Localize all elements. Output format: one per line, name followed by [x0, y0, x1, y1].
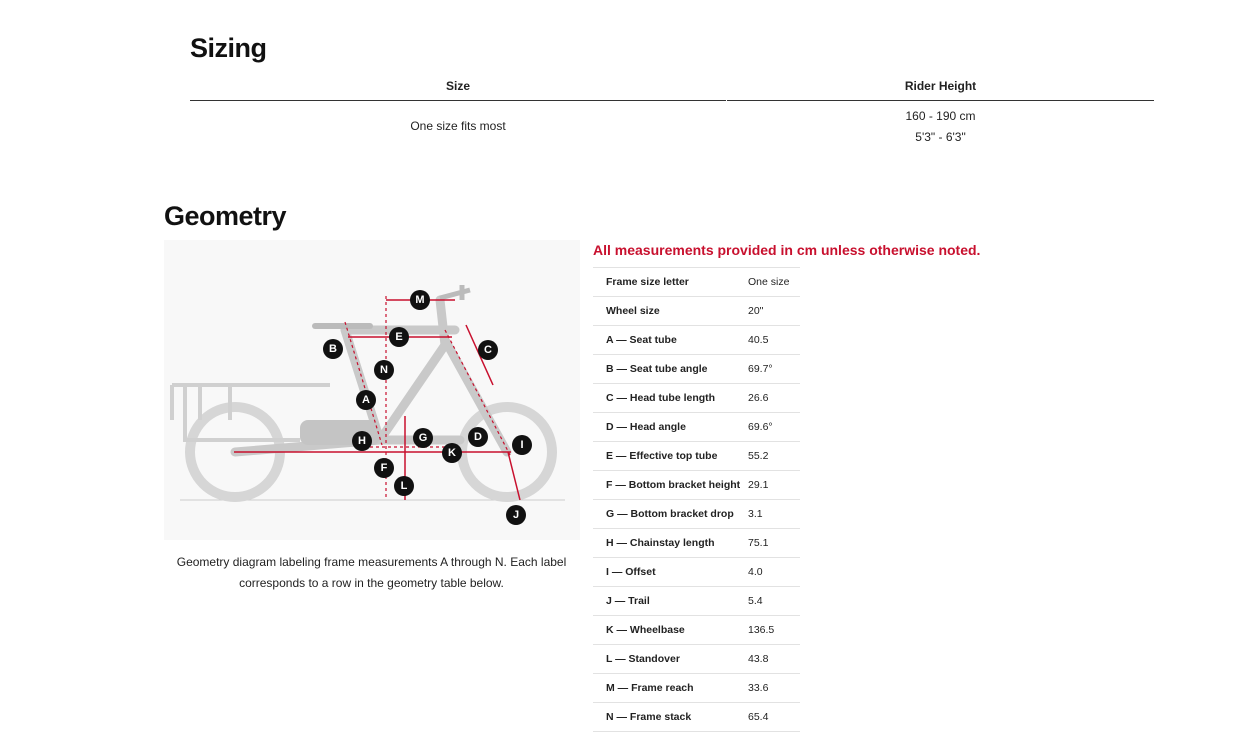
- table-row: C — Head tube length 26.6: [593, 384, 800, 413]
- diagram-label: A: [362, 394, 370, 406]
- diagram-label: J: [513, 509, 519, 521]
- table-cell: 5'3" - 6'3": [915, 130, 966, 144]
- row-value: 3.1: [748, 508, 763, 520]
- label-badge: [374, 360, 394, 380]
- row-label: Wheel size: [606, 305, 660, 317]
- diagram-label: M: [415, 294, 424, 306]
- label-badge: [410, 290, 430, 310]
- row-value: 5.4: [748, 595, 763, 607]
- row-value: 55.2: [748, 450, 769, 462]
- caption: Geometry diagram labeling frame measurem…: [176, 555, 567, 590]
- row-value: 33.6: [748, 682, 769, 694]
- section-title: Geometry: [164, 201, 287, 231]
- divider: [190, 100, 726, 101]
- diagram-label: B: [329, 343, 337, 355]
- row-label: L — Standover: [606, 653, 680, 665]
- row-value: 4.0: [748, 566, 763, 578]
- row-value: 43.8: [748, 653, 769, 665]
- label-badge: [352, 431, 372, 451]
- row-value: 29.1: [748, 479, 769, 491]
- diagram-label: I: [520, 439, 523, 451]
- section-title: Sizing: [190, 33, 267, 63]
- row-label: E — Effective top tube: [606, 450, 718, 462]
- geometry-diagram: M E B C N A H G D I K F L J: [164, 240, 580, 540]
- diagram-label: K: [448, 447, 456, 459]
- row-label: F — Bottom bracket height: [606, 479, 741, 491]
- label-badge: [512, 435, 532, 455]
- row-label: N — Frame stack: [606, 711, 692, 723]
- diagram-label: N: [380, 364, 388, 376]
- row-label: M — Frame reach: [606, 682, 694, 694]
- row-label: I — Offset: [606, 566, 656, 578]
- row-label: B — Seat tube angle: [606, 363, 708, 375]
- table-row: B — Seat tube angle 69.7°: [593, 355, 800, 384]
- diagram-label: D: [474, 431, 482, 443]
- row-value: 40.5: [748, 334, 769, 346]
- table-row: K — Wheelbase 136.5: [593, 616, 800, 645]
- table-header: Size: [445, 79, 470, 93]
- row-value: 69.7°: [748, 363, 773, 375]
- label-badge: [394, 476, 414, 496]
- diagram-label: F: [381, 462, 388, 474]
- label-badge: [442, 443, 462, 463]
- table-cell: One size fits most: [410, 119, 506, 133]
- diagram-label: C: [484, 344, 492, 356]
- row-label: C — Head tube length: [606, 392, 716, 404]
- row-value: 75.1: [748, 537, 769, 549]
- label-badge: [356, 390, 376, 410]
- table-row: H — Chainstay length 75.1: [593, 529, 800, 558]
- diagram-label: L: [401, 480, 408, 492]
- row-value: 20": [748, 305, 764, 317]
- label-badge: [389, 327, 409, 347]
- table-row: A — Seat tube 40.5: [593, 326, 800, 355]
- row-label: H — Chainstay length: [606, 537, 715, 549]
- table-row: Frame size letter One size: [593, 267, 800, 297]
- table-header: Rider Height: [904, 79, 977, 93]
- row-label: D — Head angle: [606, 421, 686, 433]
- label-badge: [374, 458, 394, 478]
- diagram-label: E: [395, 331, 402, 343]
- row-label: A — Seat tube: [606, 334, 677, 346]
- note: All measurements provided in cm unless o…: [593, 242, 981, 258]
- label-badge: [478, 340, 498, 360]
- divider: [727, 100, 1154, 101]
- row-value: 136.5: [748, 624, 775, 636]
- geometry-table: Frame size letter One size Wheel size 20" A …: [593, 267, 800, 732]
- row-value: 69.6°: [748, 421, 773, 433]
- table-row: Wheel size 20": [593, 297, 800, 326]
- row-label: J — Trail: [606, 595, 650, 607]
- table-row: G — Bottom bracket drop 3.1: [593, 500, 800, 529]
- row-label: K — Wheelbase: [606, 624, 685, 636]
- label-badge: [506, 505, 526, 525]
- row-value: One size: [748, 276, 790, 288]
- table-row: M — Frame reach 33.6: [593, 674, 800, 703]
- diagram-label: G: [419, 432, 428, 444]
- table-cell: 160 - 190 cm: [905, 109, 976, 123]
- diagram-label: H: [358, 435, 366, 447]
- row-value: 26.6: [748, 392, 769, 404]
- table-row: F — Bottom bracket height 29.1: [593, 471, 800, 500]
- row-value: 65.4: [748, 711, 769, 723]
- table-row: I — Offset 4.0: [593, 558, 800, 587]
- table-row: E — Effective top tube 55.2: [593, 442, 800, 471]
- diagram-bg: [164, 240, 580, 540]
- label-badge: [323, 339, 343, 359]
- table-row: D — Head angle 69.6°: [593, 413, 800, 442]
- label-badge: [413, 428, 433, 448]
- row-label: G — Bottom bracket drop: [606, 508, 734, 520]
- label-badge: [468, 427, 488, 447]
- row-label: Frame size letter: [606, 276, 689, 288]
- table-row: J — Trail 5.4: [593, 587, 800, 616]
- table-row: L — Standover 43.8: [593, 645, 800, 674]
